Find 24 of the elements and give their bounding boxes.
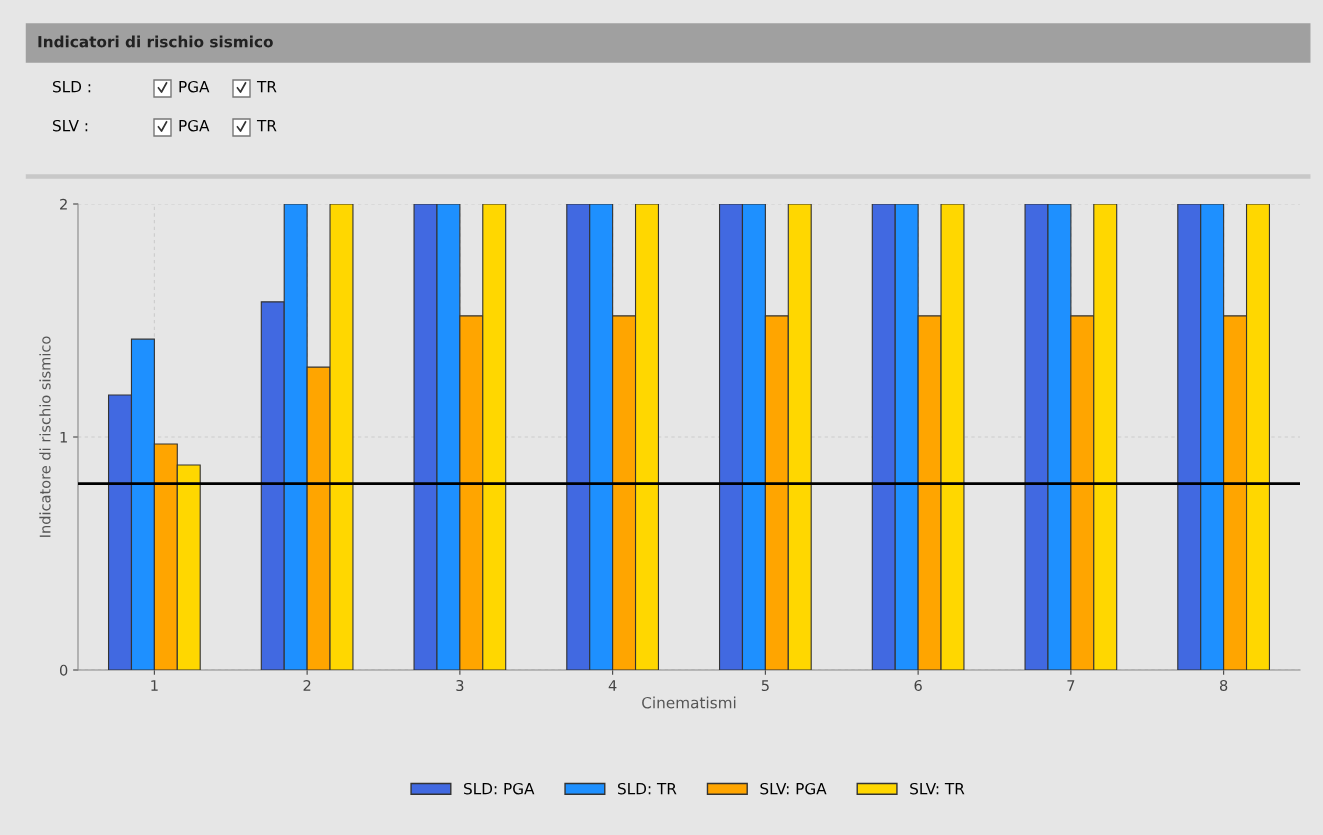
x-tick-label: 8 — [1219, 679, 1228, 692]
legend-label: SLD: TR — [618, 782, 677, 795]
y-axis-title: Indicatore di rischio sismico — [39, 336, 51, 537]
legend-label: SLV: PGA — [760, 782, 827, 795]
x-tick-label: 3 — [456, 679, 464, 692]
x-tick-label: 2 — [303, 679, 311, 691]
text: SLV : — [53, 119, 88, 132]
text: PGA — [179, 80, 210, 93]
legend-label: SLV: TR — [910, 782, 965, 795]
x-tick-label: 1 — [151, 680, 158, 691]
text: PGA — [179, 119, 210, 132]
text: SLD : — [53, 80, 91, 93]
y-tick-label: 0 — [59, 664, 68, 676]
x-axis-title: Cinematismi — [642, 696, 736, 709]
y-tick-label: 1 — [60, 431, 67, 443]
x-tick-label: 4 — [608, 680, 617, 691]
x-tick-label: 6 — [914, 679, 922, 692]
text: TR — [256, 120, 277, 132]
x-tick-label: 7 — [1067, 680, 1075, 691]
x-tick-label: 5 — [761, 680, 769, 692]
legend-label: SLD: PGA — [464, 782, 535, 795]
chart-title: Indicatori di rischio sismico — [38, 35, 273, 48]
y-tick-label: 2 — [60, 198, 67, 210]
text: TR — [256, 81, 277, 93]
